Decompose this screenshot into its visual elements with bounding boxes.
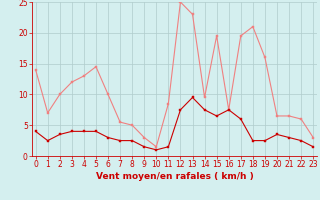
X-axis label: Vent moyen/en rafales ( km/h ): Vent moyen/en rafales ( km/h ) bbox=[96, 172, 253, 181]
